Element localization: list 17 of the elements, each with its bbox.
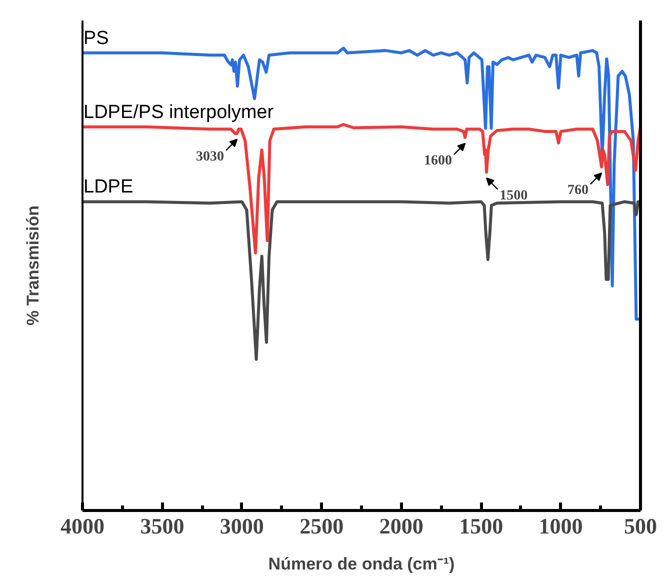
y-axis-title: % Transmisión (24, 206, 42, 326)
x-axis-title: Número de onda (cm⁻¹) (268, 554, 455, 574)
x-tick-label: 4000 (60, 514, 104, 538)
x-tick-label: 2500 (300, 514, 344, 538)
x-tick-label: 3000 (220, 514, 264, 538)
annotation: 3030 (196, 149, 224, 164)
series-label: LDPE (84, 176, 134, 198)
x-tick-label: 2000 (379, 514, 424, 538)
annotation: 1600 (424, 154, 452, 169)
series-label: PS (84, 28, 109, 49)
x-tick-label: 500 (624, 514, 657, 538)
x-tick-label: 1500 (459, 514, 504, 538)
x-tick-label: 1000 (538, 514, 583, 538)
annotation: 760 (567, 183, 588, 198)
x-tick-label: 3500 (140, 514, 184, 538)
series-label: LDPE/PS interpolymer (84, 102, 274, 123)
annotation: 1500 (500, 188, 528, 204)
